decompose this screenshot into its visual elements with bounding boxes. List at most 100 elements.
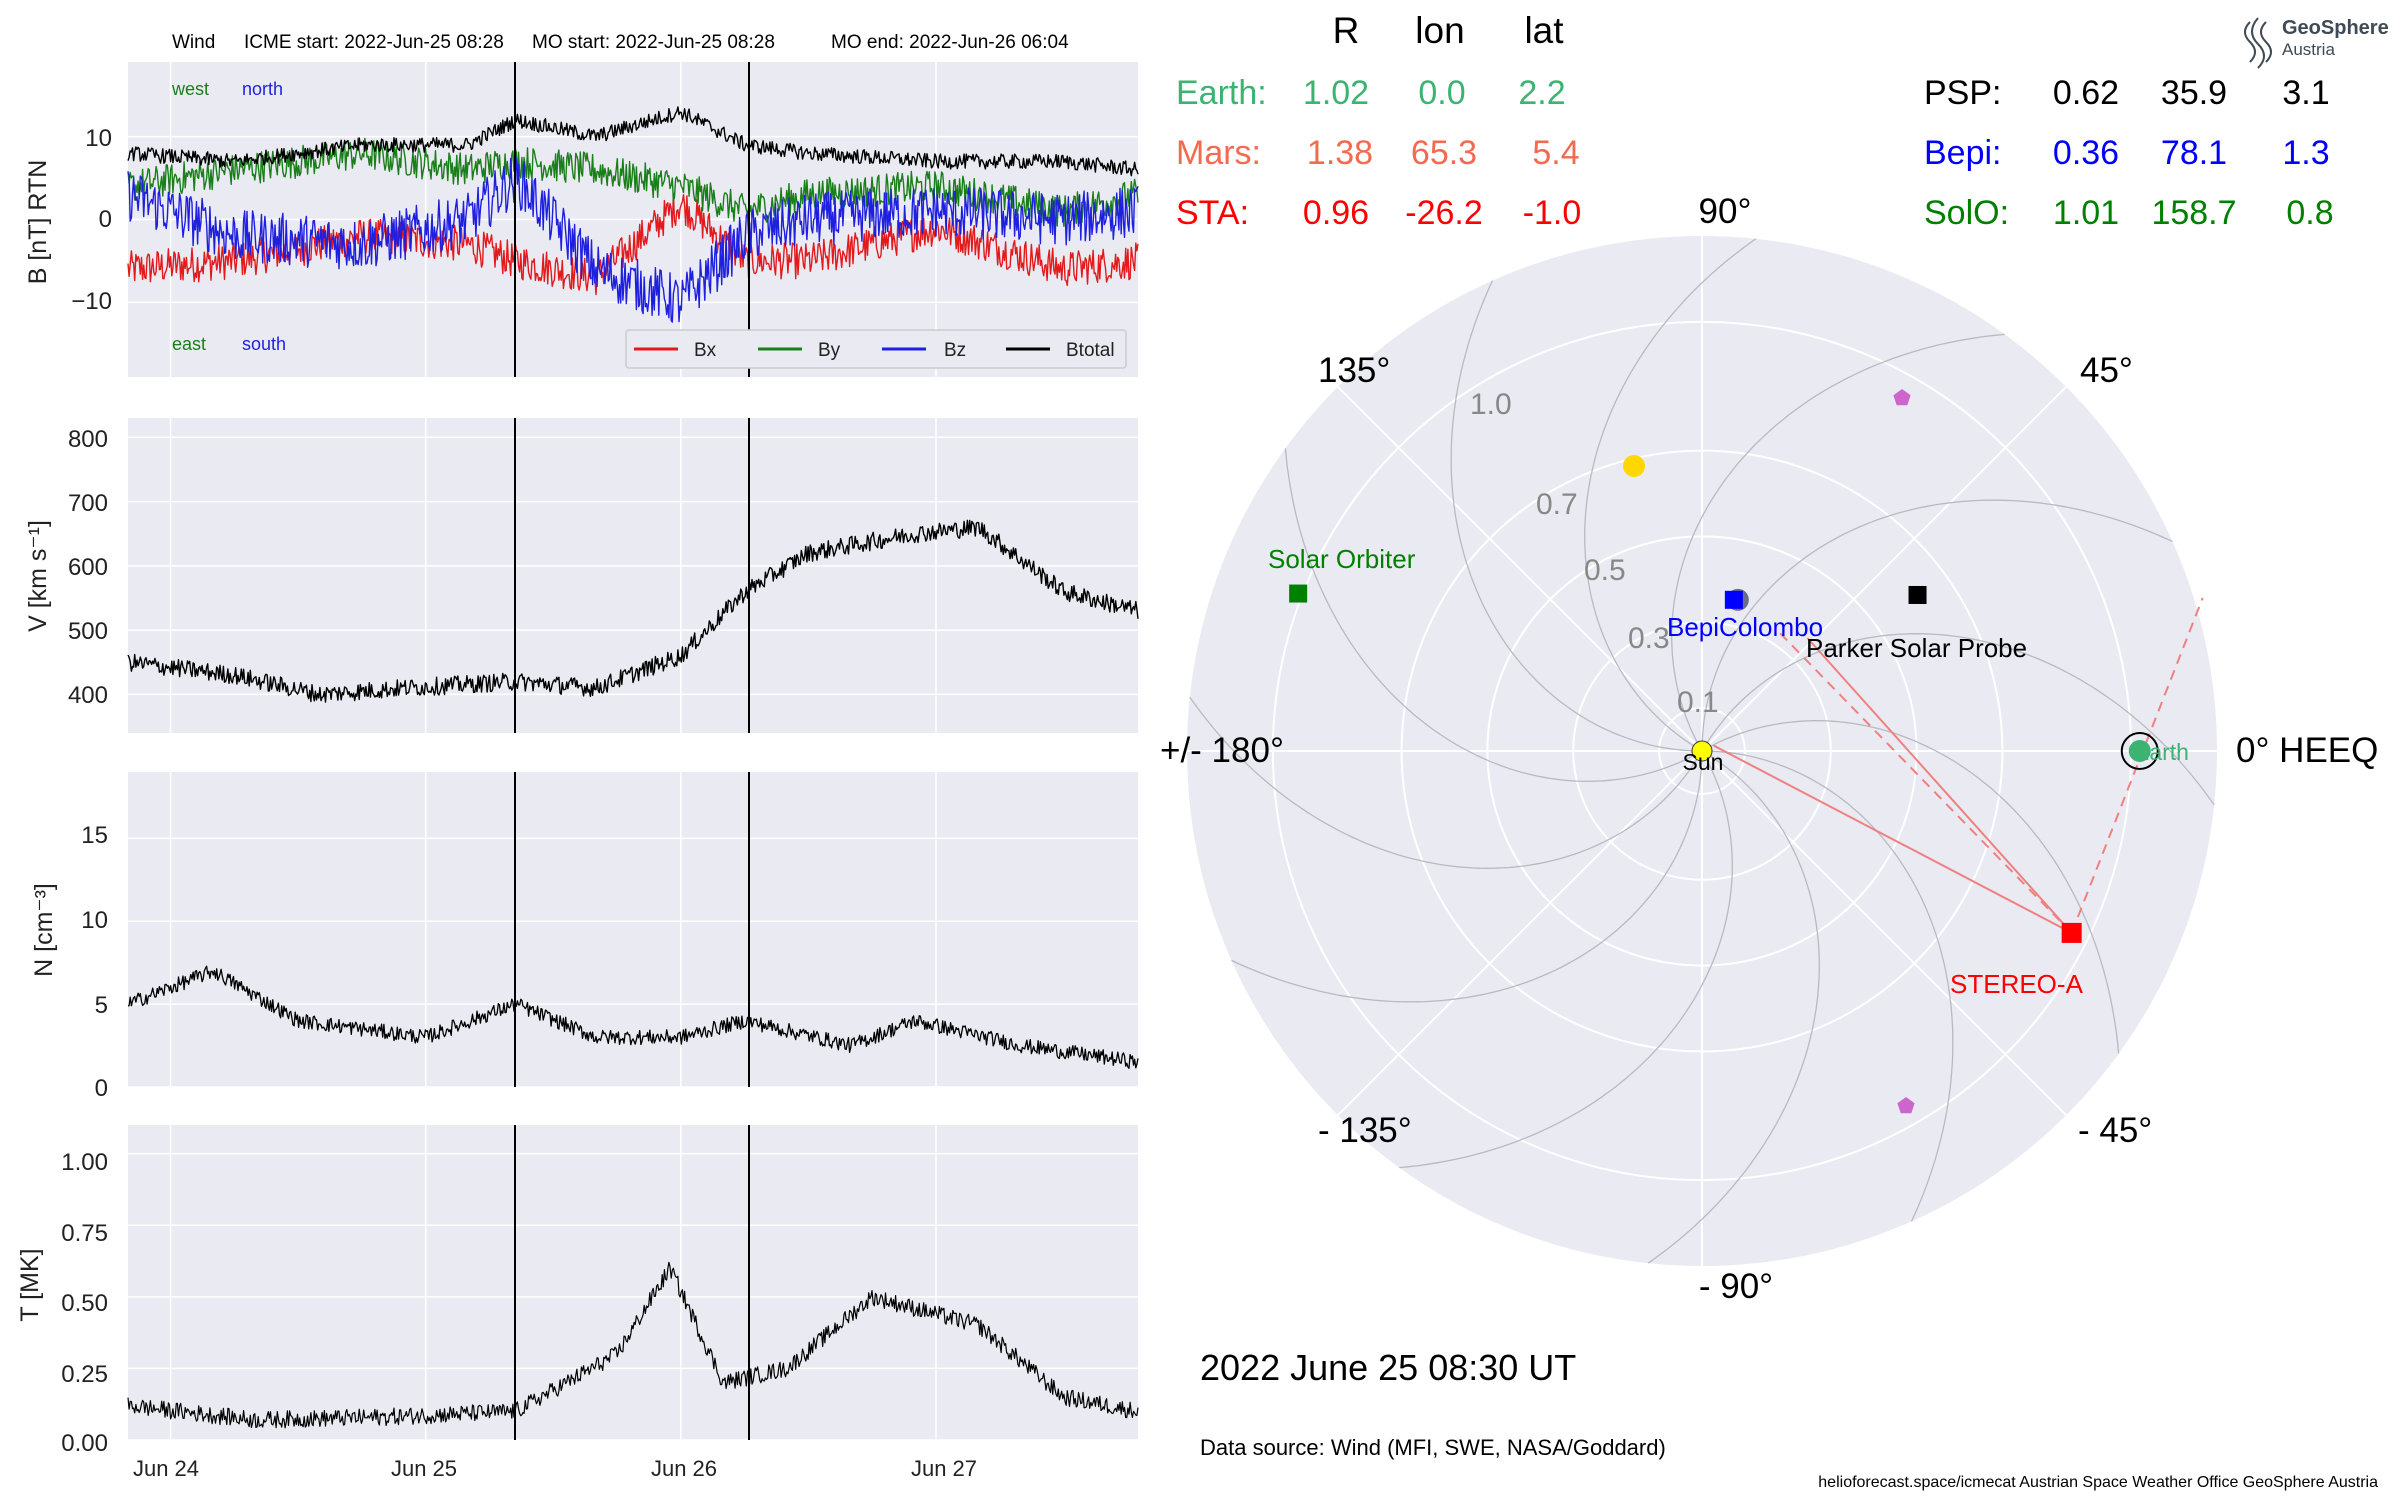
b-tick-minus-10: −10 [71,288,112,315]
sta-r: 0.96 [1303,194,1369,232]
legend-frame [625,329,1127,369]
v-panel-grid [128,418,1138,733]
angle-label-135: 135° [1318,351,1390,390]
v-tick-600: 600 [68,554,108,581]
logo-line1: GeoSphere [2282,17,2389,39]
data-source-text: Data source: Wind (MFI, SWE, NASA/Goddar… [1200,1435,1666,1460]
radius-label-1.0: 1.0 [1470,388,1512,421]
n-tick-15: 15 [81,822,108,849]
parker-spiral [1231,750,1703,1003]
b-west-label: west [171,79,209,99]
n-tick-0: 0 [95,1075,108,1102]
parker-spiral [1671,333,2005,752]
logo-line2: Austria [2282,40,2335,59]
x-tick-jun25: Jun 25 [391,1456,457,1481]
t-panel-grid [128,1125,1138,1441]
mars-lat: 5.4 [1532,134,1579,172]
temperature-panel: 1.00 0.75 0.50 0.25 0.00 T [MK] Jun 24 J… [16,1125,1139,1481]
angular-gridline [1701,750,2067,1116]
solo-lon: 158.7 [2151,194,2236,232]
series-line-by [127,137,1139,227]
series-line-bx [127,192,1139,296]
stereo-sun-line [1713,744,2073,934]
pink-pentagon-marker [1893,389,1911,406]
b-ylabel: B [nT] RTN [24,160,52,285]
bepi-r: 0.36 [2053,134,2119,172]
polar-plot: 0° HEEQ 45° 90° 135° +/- 180° - 135° - 9… [1160,192,2378,1306]
series-line-n [127,965,1139,1069]
solo-label: Solar Orbiter [1268,544,1416,574]
parker-spiral [1701,750,1954,1222]
series-line-v [127,519,1139,703]
n-ylabel: N [cm⁻³] [30,883,58,977]
n-tick-5: 5 [95,992,108,1019]
t-tick-0.50: 0.50 [61,1290,108,1317]
v-tick-800: 800 [68,426,108,453]
parker-spiral [1584,238,1757,752]
series-line-t [127,1261,1139,1429]
earth-lon: 0.0 [1418,74,1465,112]
radius-label-0.1: 0.1 [1677,686,1719,719]
density-panel: 15 10 5 0 N [cm⁻³] [30,772,1139,1102]
v-panel-series [127,519,1139,703]
date-text: 2022 June 25 08:30 UT [1200,1347,1576,1388]
mo-end-label: MO end: 2022-Jun-26 06:04 [831,32,1069,53]
bepi-name: Bepi: [1924,134,2002,172]
mo-start-label: MO start: 2022-Jun-25 08:28 [532,32,775,53]
angle-label-minus-45: - 45° [2078,1111,2152,1150]
angle-label-180: +/- 180° [1160,731,1284,770]
n-panel-series [127,965,1139,1069]
solo-r: 1.01 [2053,194,2119,232]
b-tick-0: 0 [99,206,112,233]
solo-marker [1289,584,1308,603]
legend-btotal-label: Btotal [1066,340,1115,361]
angular-gridline [1337,386,1703,752]
header-r: R [1333,10,1360,51]
polar-grid [1187,236,2217,1266]
x-tick-jun26: Jun 26 [651,1456,717,1481]
mars-name: Mars: [1176,134,1261,172]
t-ylabel: T [MK] [16,1248,44,1321]
angle-label-90: 90° [1699,192,1752,231]
radius-label-0.5: 0.5 [1584,554,1626,587]
header-lat: lat [1524,10,1564,51]
earth-name: Earth: [1176,74,1267,112]
psp-r: 0.62 [2053,74,2119,112]
stereo-fov-dashed-line [1778,631,2073,934]
angular-gridline [1701,386,2067,752]
psp-label: Parker Solar Probe [1806,633,2027,663]
sun-label: Sun [1683,749,1724,775]
b-panel-series [127,106,1139,323]
earth-label: Earth [2134,739,2189,765]
t-tick-1.00: 1.00 [61,1149,108,1176]
parker-spiral [1399,750,1733,1169]
v-tick-400: 400 [68,682,108,709]
geosphere-logo: GeoSphere Austria [2244,17,2389,69]
velocity-panel: 800 700 600 500 400 V [km s⁻¹] [24,418,1139,733]
n-panel-background [128,772,1138,1087]
parker-spiral [1647,750,1820,1264]
series-line-btotal [127,106,1139,177]
venus-marker [1623,455,1645,477]
pink-pentagon-marker [1897,1097,1915,1114]
legend-bz-label: Bz [944,340,966,361]
footer-text: helioforecast.space/icmecat Austrian Spa… [1818,1474,2378,1491]
t-tick-0.75: 0.75 [61,1220,108,1247]
radius-label-0.3: 0.3 [1628,622,1670,655]
t-tick-0.25: 0.25 [61,1361,108,1388]
mars-r: 1.38 [1307,134,1373,172]
spacecraft-label: Wind [172,32,215,53]
t-panel-series [127,1261,1139,1429]
angle-label-45: 45° [2080,351,2133,390]
solo-name: SolO: [1924,194,2009,232]
stereo-fov-dashed-line [2070,597,2204,934]
mars-lon: 65.3 [1411,134,1477,172]
psp-lon: 35.9 [2161,74,2227,112]
angle-label-minus-135: - 135° [1318,1111,1412,1150]
v-tick-700: 700 [68,490,108,517]
b-field-panel: 10 0 −10 B [nT] RTN west north east sout… [24,62,1139,377]
position-table: R lon lat Earth: 1.02 0.0 2.2 Mars: 1.38… [1176,10,2334,232]
polar-markers [1289,389,2159,1114]
sun-marker [1691,740,1713,762]
